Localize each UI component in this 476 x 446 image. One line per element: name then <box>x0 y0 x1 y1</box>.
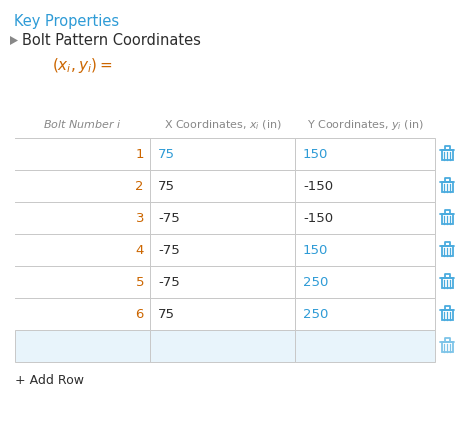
Text: -75: -75 <box>158 244 180 256</box>
Text: 2: 2 <box>136 179 144 193</box>
FancyBboxPatch shape <box>295 266 435 298</box>
FancyBboxPatch shape <box>295 298 435 330</box>
Text: + Add Row: + Add Row <box>15 374 84 387</box>
Text: 150: 150 <box>303 244 328 256</box>
Text: 150: 150 <box>303 148 328 161</box>
FancyBboxPatch shape <box>150 170 295 202</box>
Text: Y Coordinates, $y_i$ (in): Y Coordinates, $y_i$ (in) <box>307 118 424 132</box>
Text: Bolt Pattern Coordinates: Bolt Pattern Coordinates <box>22 33 201 48</box>
Text: 250: 250 <box>303 276 328 289</box>
Text: X Coordinates, $x_i$ (in): X Coordinates, $x_i$ (in) <box>164 118 281 132</box>
FancyBboxPatch shape <box>295 202 435 234</box>
Text: Key Properties: Key Properties <box>14 14 119 29</box>
Text: 3: 3 <box>136 211 144 224</box>
FancyBboxPatch shape <box>295 138 435 170</box>
Text: Bolt Number $i$: Bolt Number $i$ <box>43 118 122 130</box>
FancyBboxPatch shape <box>150 266 295 298</box>
Text: 6: 6 <box>136 307 144 321</box>
FancyBboxPatch shape <box>150 138 295 170</box>
Text: 1: 1 <box>136 148 144 161</box>
FancyBboxPatch shape <box>150 234 295 266</box>
FancyBboxPatch shape <box>295 170 435 202</box>
FancyBboxPatch shape <box>150 330 295 362</box>
Text: 75: 75 <box>158 148 175 161</box>
Polygon shape <box>10 36 18 45</box>
Text: -75: -75 <box>158 211 180 224</box>
Text: -150: -150 <box>303 179 333 193</box>
Text: $(x_i, y_i) =$: $(x_i, y_i) =$ <box>52 56 113 75</box>
Text: 5: 5 <box>136 276 144 289</box>
Text: -75: -75 <box>158 276 180 289</box>
FancyBboxPatch shape <box>295 234 435 266</box>
Text: 75: 75 <box>158 307 175 321</box>
FancyBboxPatch shape <box>295 330 435 362</box>
Text: 75: 75 <box>158 179 175 193</box>
Text: -150: -150 <box>303 211 333 224</box>
FancyBboxPatch shape <box>15 330 150 362</box>
Text: 4: 4 <box>136 244 144 256</box>
FancyBboxPatch shape <box>150 202 295 234</box>
Text: 250: 250 <box>303 307 328 321</box>
FancyBboxPatch shape <box>150 298 295 330</box>
